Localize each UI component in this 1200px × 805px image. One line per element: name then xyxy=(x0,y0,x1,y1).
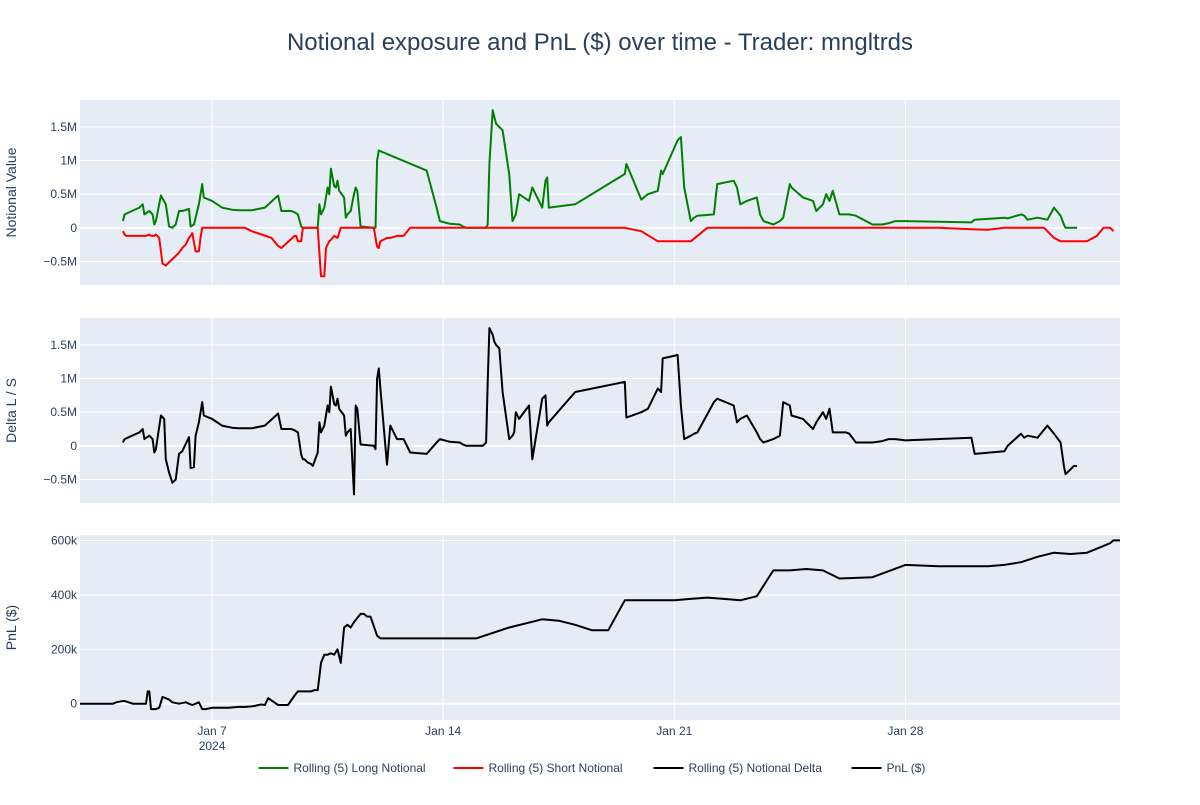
y-tick-label: −0.5M xyxy=(43,472,77,486)
legend[interactable]: Rolling (5) Long Notional Rolling (5) Sho… xyxy=(258,761,926,775)
y-axis-title-pnl: PnL ($) xyxy=(3,605,19,650)
y-axis-title-notional: Notional Value xyxy=(3,147,19,237)
plot-area-delta xyxy=(80,318,1120,503)
y-tick-label: −0.5M xyxy=(43,254,77,268)
legend-item[interactable]: PnL ($) xyxy=(851,761,926,775)
y-tick-label: 400k xyxy=(51,588,78,602)
series-line-delta-delta xyxy=(122,327,1078,496)
chart-title: Notional exposure and PnL ($) over time … xyxy=(287,29,913,56)
legend-label: Rolling (5) Short Notional xyxy=(489,761,623,775)
panels: 1.5M 1M 0.5M 0 −0.5M Notional Value 1.5M 1M 0.5M… xyxy=(3,100,1120,753)
y-tick-label: 0.5M xyxy=(50,405,77,419)
legend-label: Rolling (5) Long Notional xyxy=(294,761,426,775)
y-tick-label: 200k xyxy=(51,642,78,656)
x-tick-label: Jan 14 xyxy=(425,724,461,738)
y-tick-label: 1.5M xyxy=(50,338,77,352)
x-tick-label: Jan 28 xyxy=(887,724,923,738)
legend-label: Rolling (5) Notional Delta xyxy=(689,761,823,775)
plot-area-notional xyxy=(80,100,1120,285)
legend-item[interactable]: Rolling (5) Short Notional xyxy=(453,761,623,775)
y-tick-label: 1M xyxy=(60,372,77,386)
series-line-long-notional xyxy=(121,109,1078,229)
y-axis-title-delta: Delta L / S xyxy=(3,378,19,443)
x-tick-label: Jan 7 xyxy=(197,724,227,738)
plot-area-pnl xyxy=(80,535,1120,720)
y-tick-label: 0 xyxy=(70,439,77,453)
y-tick-label: 1M xyxy=(60,154,77,168)
x-tick-sublabel: 2024 xyxy=(199,739,226,753)
panel-notional: 1.5M 1M 0.5M 0 −0.5M Notional Value xyxy=(3,100,1120,285)
y-tick-label: 0 xyxy=(70,221,77,235)
y-tick-label: 1.5M xyxy=(50,120,77,134)
legend-item[interactable]: Rolling (5) Notional Delta xyxy=(653,761,823,775)
series-line-pnl-pnl xyxy=(80,539,1120,711)
y-tick-label: 0.5M xyxy=(50,187,77,201)
legend-item[interactable]: Rolling (5) Long Notional xyxy=(258,761,426,775)
y-tick-label: 600k xyxy=(51,533,78,547)
legend-label: PnL ($) xyxy=(887,761,926,775)
x-tick-label: Jan 21 xyxy=(656,724,692,738)
panel-delta: 1.5M 1M 0.5M 0 −0.5M Delta L / S xyxy=(3,318,1120,503)
panel-pnl: 600k 400k 200k 0 PnL ($) xyxy=(3,533,1120,720)
y-tick-label: 0 xyxy=(70,697,77,711)
series-line-short-notional xyxy=(122,226,1115,278)
